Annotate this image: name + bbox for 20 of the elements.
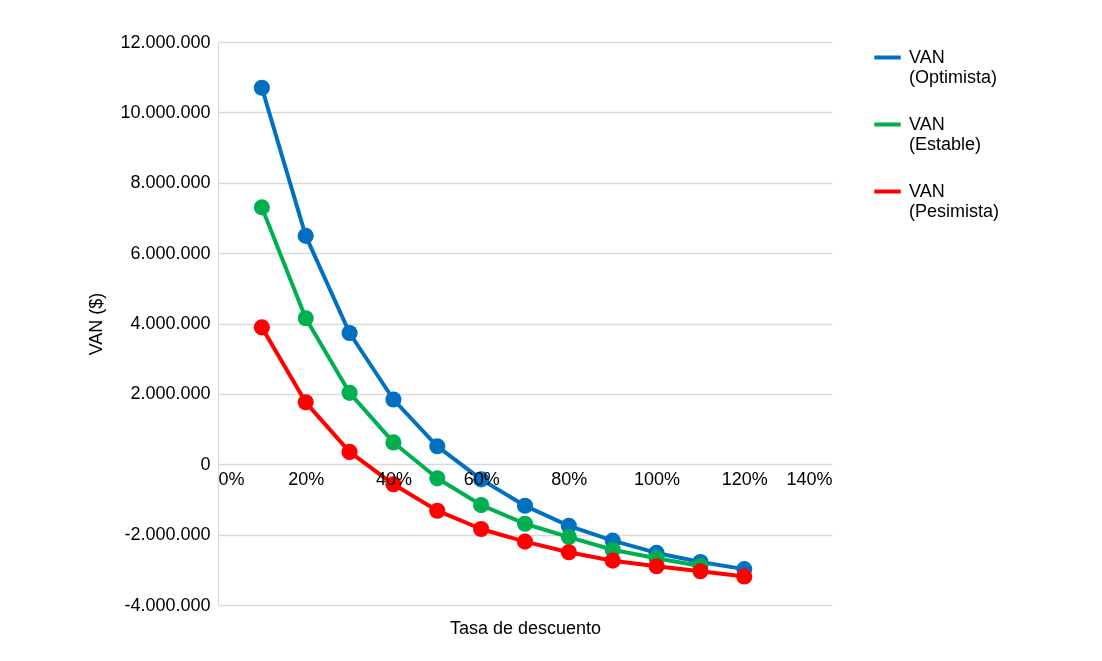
y-tick-label: 2.000.000 [130,383,211,404]
x-axis-title: Tasa de descuento [449,617,602,638]
y-tick-label: -2.000.000 [124,524,211,545]
y-tick-label: 4.000.000 [130,313,211,333]
y-tick-label: 6.000.000 [130,242,211,263]
y-tick-label: 10.000.000 [120,101,211,122]
y-tick-label: -4.000.000 [124,594,211,615]
legend-label: VAN (Pesimista) [909,180,1000,221]
y-tick-label: 0 [200,453,211,474]
x-tick-label: 140% [786,468,833,489]
x-tick-label: 80% [551,468,588,489]
x-tick-label: 120% [721,468,768,489]
y-tick-label: 8.000.000 [130,172,211,193]
y-axis-title: VAN ($) [86,292,107,356]
y-tick-label: 12.000.000 [120,31,211,52]
x-tick-label: 100% [634,468,681,489]
legend-label: VAN (Estable) [909,113,982,154]
legend-label: VAN (Optimista) [909,46,998,87]
x-tick-label: 0% [218,468,245,489]
x-tick-label: 20% [288,468,325,489]
